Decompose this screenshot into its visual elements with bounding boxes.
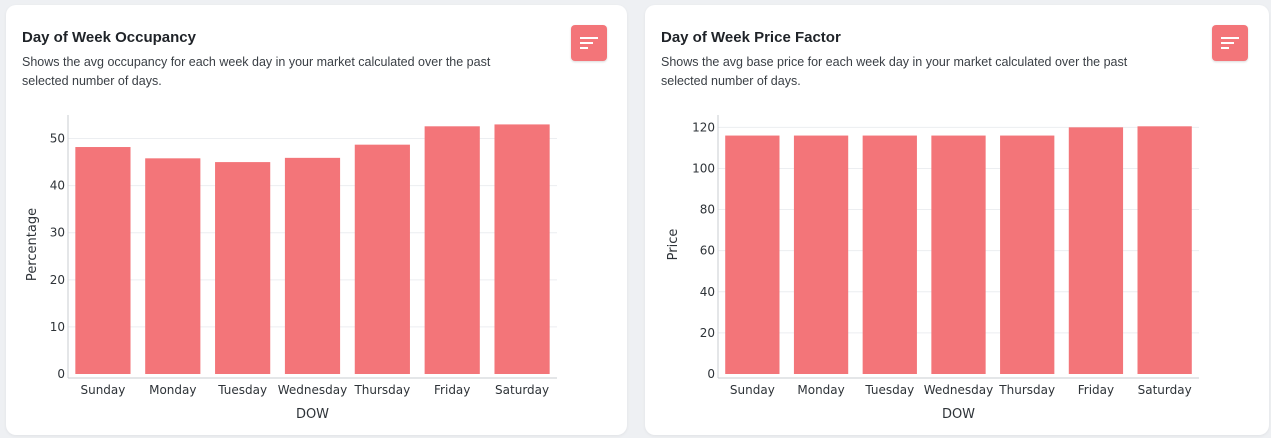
y-axis-title: Percentage: [25, 208, 40, 281]
y-tick-label: 20: [700, 326, 715, 340]
y-tick-label: 120: [692, 120, 715, 134]
bar-sunday[interactable]: [725, 135, 780, 374]
bar-wednesday[interactable]: [284, 157, 341, 374]
bar-tuesday[interactable]: [215, 162, 271, 374]
bar-sunday[interactable]: [75, 147, 131, 374]
x-tick-label: Saturday: [495, 383, 549, 397]
bar-monday[interactable]: [793, 135, 849, 374]
x-tick-label: Wednesday: [278, 383, 347, 397]
x-axis-title: DOW: [942, 407, 975, 422]
y-tick-label: 0: [707, 367, 715, 381]
x-tick-label: Wednesday: [924, 383, 993, 397]
y-axis-title: Price: [666, 229, 681, 261]
card-title: Day of Week Occupancy: [22, 29, 196, 46]
occupancy-chart: 0 10 20 30 40 50 Sunday Monday Tuesday Wednesday T…: [25, 115, 557, 422]
y-tick-label: 0: [57, 367, 65, 381]
occupancy-card: Day of Week Occupancy Shows the avg occu…: [6, 5, 627, 435]
y-tick-label: 60: [700, 244, 715, 258]
bar-saturday[interactable]: [1137, 126, 1192, 374]
x-tick-label: Tuesday: [217, 383, 267, 397]
y-tick-label: 10: [50, 320, 65, 334]
card-title: Day of Week Price Factor: [661, 29, 841, 46]
y-tick-label: 40: [50, 179, 65, 193]
x-tick-label: Sunday: [80, 383, 125, 397]
x-tick-label: Sunday: [730, 383, 775, 397]
y-tick-label: 50: [50, 132, 65, 146]
y-tick-label: 100: [692, 161, 715, 175]
price-factor-card: Day of Week Price Factor Shows the avg b…: [645, 5, 1269, 435]
chart-menu-button[interactable]: [1212, 25, 1248, 61]
bar-thursday[interactable]: [1000, 135, 1055, 374]
x-tick-label: Monday: [797, 383, 844, 397]
x-tick-label: Thursday: [353, 383, 410, 397]
y-tick-label: 80: [700, 203, 715, 217]
y-tick-label: 20: [50, 273, 65, 287]
x-tick-label: Friday: [434, 383, 470, 397]
card-subtitle: Shows the avg base price for each week d…: [661, 55, 1128, 88]
x-tick-label: Saturday: [1138, 383, 1192, 397]
chart-menu-button[interactable]: [571, 25, 607, 61]
bar-monday[interactable]: [145, 158, 201, 374]
y-tick-label: 40: [700, 285, 715, 299]
card-subtitle: Shows the avg occupancy for each week da…: [22, 55, 491, 88]
bar-wednesday[interactable]: [931, 135, 986, 374]
price-factor-chart: 0 20 40 60 80 100 120 Sunday Monday Tuesday Wednes…: [666, 115, 1199, 422]
bars-sort-icon: [580, 37, 598, 49]
bar-friday[interactable]: [1068, 127, 1124, 374]
bar-friday[interactable]: [424, 126, 480, 374]
x-tick-label: Tuesday: [864, 383, 914, 397]
x-axis-title: DOW: [296, 407, 329, 422]
x-tick-label: Thursday: [998, 383, 1055, 397]
bar-thursday[interactable]: [354, 144, 410, 374]
y-tick-label: 30: [50, 226, 65, 240]
bars-sort-icon: [1221, 37, 1239, 49]
bar-tuesday[interactable]: [862, 135, 917, 374]
x-tick-label: Friday: [1078, 383, 1114, 397]
x-tick-label: Monday: [149, 383, 196, 397]
bar-saturday[interactable]: [494, 124, 550, 374]
